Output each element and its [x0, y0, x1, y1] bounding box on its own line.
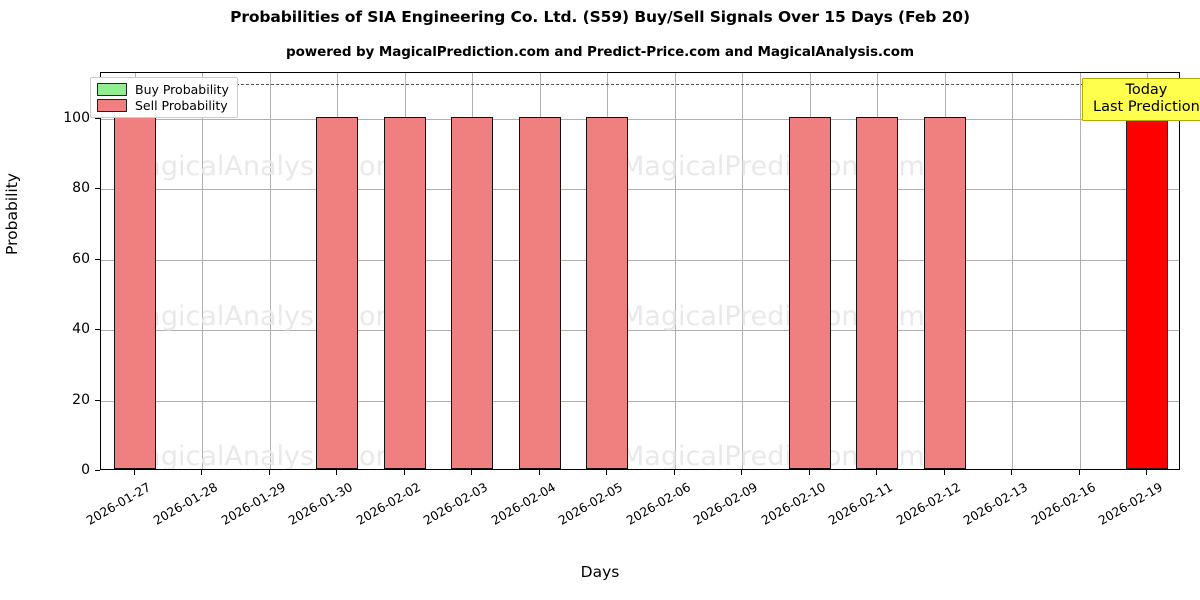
y-axis-tick-label: 100 — [63, 109, 90, 126]
x-axis-tick-label: 2026-02-09 — [691, 480, 761, 528]
gridline-horizontal — [101, 259, 1179, 261]
y-axis-tick-mark — [95, 329, 100, 331]
chart-legend: Buy Probability Sell Probability — [90, 77, 238, 118]
x-axis-tick-mark — [403, 470, 405, 475]
gridline-horizontal — [101, 189, 1179, 191]
today-annotation: Today Last Prediction — [1082, 78, 1200, 122]
x-axis-tick-mark — [133, 470, 135, 475]
x-axis-tick-label: 2026-02-03 — [421, 480, 491, 528]
y-axis-tick-mark — [95, 470, 100, 472]
x-axis-tick-mark — [201, 470, 203, 475]
x-axis-tick-mark — [268, 470, 270, 475]
x-axis-tick-label: 2026-02-19 — [1096, 480, 1166, 528]
x-axis-tick-label: 2026-01-27 — [83, 480, 153, 528]
x-axis-tick-mark — [876, 470, 878, 475]
bar-sell — [113, 116, 156, 469]
bar-today — [1126, 116, 1169, 469]
threshold-line — [101, 83, 1179, 85]
gridline-vertical — [202, 73, 204, 469]
plot-area: MagicalAnalysis.com MagicalPrediction.com… — [100, 72, 1180, 470]
y-axis-tick-mark — [95, 117, 100, 119]
legend-item-sell: Sell Probability — [97, 99, 229, 112]
x-axis-tick-label: 2026-02-02 — [353, 480, 423, 528]
legend-item-buy: Buy Probability — [97, 83, 229, 96]
x-axis-tick-label: 2026-02-06 — [623, 480, 693, 528]
watermark-text: MagicalAnalysis.com — [121, 301, 402, 332]
x-axis-tick-label: 2026-02-10 — [758, 480, 828, 528]
watermark-text: MagicalAnalysis.com — [121, 441, 402, 469]
x-axis-tick-label: 2026-02-11 — [826, 480, 896, 528]
x-axis-tick-mark — [673, 470, 675, 475]
watermark-text: MagicalAnalysis.com — [121, 151, 402, 182]
legend-swatch-buy-icon — [97, 83, 127, 96]
x-axis-tick-label: 2026-02-05 — [556, 480, 626, 528]
y-axis-tick-label: 40 — [72, 321, 90, 338]
x-axis-tick-mark — [943, 470, 945, 475]
x-axis-tick-mark — [606, 470, 608, 475]
y-axis-tick-label: 20 — [72, 391, 90, 408]
x-axis-label: Days — [580, 563, 620, 581]
bar-sell — [923, 116, 966, 469]
bar-sell — [451, 116, 494, 469]
legend-label-sell: Sell Probability — [135, 98, 228, 113]
chart-subtitle: powered by MagicalPrediction.com and Pre… — [286, 44, 914, 60]
y-axis-tick-label: 80 — [72, 180, 90, 197]
x-axis-tick-mark — [741, 470, 743, 475]
x-axis-tick-mark — [808, 470, 810, 475]
gridline-vertical — [742, 73, 744, 469]
bar-sell — [586, 116, 629, 469]
x-axis-tick-mark — [1011, 470, 1013, 475]
x-axis-tick-label: 2026-01-28 — [151, 480, 221, 528]
x-axis-tick-label: 2026-02-13 — [961, 480, 1031, 528]
legend-label-buy: Buy Probability — [135, 82, 229, 97]
x-axis-tick-label: 2026-02-16 — [1028, 480, 1098, 528]
gridline-vertical — [1012, 73, 1014, 469]
x-axis-tick-label: 2026-01-29 — [218, 480, 288, 528]
bar-sell — [518, 116, 561, 469]
gridline-vertical — [269, 73, 271, 469]
gridline-horizontal — [101, 400, 1179, 402]
x-axis-tick-mark — [336, 470, 338, 475]
bar-sell — [316, 116, 359, 469]
x-axis-tick-mark — [1146, 470, 1148, 475]
y-axis-tick-label: 60 — [72, 250, 90, 267]
y-axis-tick-mark — [95, 188, 100, 190]
y-axis-tick-mark — [95, 258, 100, 260]
gridline-vertical — [674, 73, 676, 469]
today-annotation-line2: Last Prediction — [1093, 99, 1200, 116]
x-axis-tick-label: 2026-02-12 — [893, 480, 963, 528]
y-axis-tick-label: 0 — [81, 462, 90, 478]
legend-swatch-sell-icon — [97, 99, 127, 112]
y-axis-tick-mark — [95, 399, 100, 401]
today-annotation-line1: Today — [1125, 82, 1168, 98]
bar-sell — [788, 116, 831, 469]
x-axis-tick-mark — [1078, 470, 1080, 475]
x-axis-tick-mark — [538, 470, 540, 475]
gridline-horizontal — [101, 330, 1179, 332]
x-axis-tick-mark — [471, 470, 473, 475]
y-axis-label: Probability — [3, 173, 21, 255]
chart-title: Probabilities of SIA Engineering Co. Ltd… — [230, 8, 970, 26]
plot-inner: MagicalAnalysis.com MagicalPrediction.com… — [101, 73, 1179, 469]
x-axis-tick-label: 2026-01-30 — [286, 480, 356, 528]
bar-sell — [383, 116, 426, 469]
bar-sell — [856, 116, 899, 469]
gridline-horizontal — [101, 118, 1179, 120]
gridline-vertical — [1079, 73, 1081, 469]
x-axis-tick-label: 2026-02-04 — [488, 480, 558, 528]
